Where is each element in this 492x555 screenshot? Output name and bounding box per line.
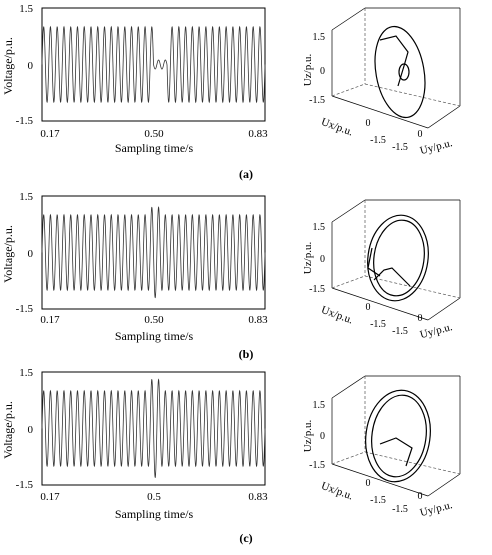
y-tick-label: 0 — [418, 313, 423, 324]
z-tick-label: -1.5 — [309, 284, 325, 295]
z-tick-label: 1.5 — [313, 400, 326, 411]
waveform-chart-c: 1.5 0 -1.5 0.17 0.5 0.83 Sampling time/s… — [1, 367, 268, 521]
y-axis-title: Voltage/p.u. — [1, 225, 15, 283]
y-axis-title: Voltage/p.u. — [1, 37, 15, 95]
z-tick-label: 0 — [320, 66, 325, 77]
z-tick-label: 0 — [320, 431, 325, 442]
waveform-line — [41, 25, 266, 104]
waveform-chart-a: 1.5 0 -1.5 0.17 0.50 0.83 Sampling time/… — [1, 3, 268, 155]
y-tick-label: -1.5 — [16, 303, 34, 315]
y-tick-label: -1.5 — [392, 504, 408, 515]
y-tick-label: -1.5 — [16, 479, 34, 491]
x-tick-label: 0.17 — [40, 128, 60, 140]
x-tick-label: 0.50 — [144, 128, 164, 140]
x-axis-title: Sampling time/s — [115, 141, 194, 155]
panel-label: (a) — [239, 167, 253, 181]
panel-label: (c) — [239, 531, 252, 545]
x-tick-label: 0.50 — [144, 314, 164, 326]
panel-b: 1.5 0 -1.5 0.17 0.50 0.83 Sampling time/… — [1, 191, 461, 361]
trajectory — [365, 389, 431, 483]
x-tick-label: 0.5 — [147, 491, 161, 503]
trajectory — [374, 25, 426, 119]
x-tick-label: 0 — [366, 302, 371, 313]
x-tick-label: -1.5 — [370, 135, 386, 146]
panel-c: 1.5 0 -1.5 0.17 0.5 0.83 Sampling time/s… — [1, 367, 461, 545]
trajectory — [367, 214, 429, 302]
y-tick-label: 0 — [418, 491, 423, 502]
trajectory-3d-a: 1.5 0 -1.5 Uz/p.u. Ux/p.u. 0 -1.5 -1.5 0… — [302, 7, 461, 157]
z-tick-label: 1.5 — [313, 222, 326, 233]
y-axis-title: Uy/p.u. — [419, 499, 454, 519]
waveform-line — [41, 206, 266, 299]
z-tick-label: 0 — [320, 254, 325, 265]
y-tick-label: 0 — [28, 60, 34, 72]
y-tick-label: -1.5 — [16, 115, 34, 127]
z-tick-label: 1.5 — [313, 32, 326, 43]
x-tick-label: 0.17 — [40, 314, 60, 326]
x-tick-label: 0.83 — [248, 128, 268, 140]
trajectory-3d-c: 1.5 0 -1.5 Uz/p.u. Ux/p.u. 0 -1.5 -1.5 0… — [302, 375, 461, 519]
y-tick-label: 1.5 — [19, 3, 33, 15]
y-tick-label: -1.5 — [392, 142, 408, 153]
panel-a: 1.5 0 -1.5 0.17 0.50 0.83 Sampling time/… — [1, 3, 461, 181]
z-axis-title: Uz/p.u. — [302, 242, 314, 275]
z-axis-title: Uz/p.u. — [302, 420, 314, 453]
x-axis-title: Sampling time/s — [115, 329, 194, 343]
x-axis-title: Sampling time/s — [115, 507, 194, 521]
x-tick-label: 0.83 — [248, 491, 268, 503]
x-tick-label: 0.83 — [248, 314, 268, 326]
x-tick-label: 0 — [366, 478, 371, 489]
y-tick-label: 0 — [418, 129, 423, 140]
cube-box — [331, 375, 461, 497]
trajectory-3d-b: 1.5 0 -1.5 Uz/p.u. Ux/p.u. 0 -1.5 -1.5 0… — [302, 199, 461, 341]
y-tick-label: 0 — [28, 248, 34, 260]
x-axis-title: Ux/p.u. — [319, 480, 354, 503]
y-axis-title: Uy/p.u. — [419, 137, 454, 157]
waveform-line — [41, 378, 266, 479]
x-axis-title: Ux/p.u. — [319, 304, 354, 327]
y-axis-title: Voltage/p.u. — [1, 401, 15, 459]
waveform-chart-b: 1.5 0 -1.5 0.17 0.50 0.83 Sampling time/… — [1, 191, 268, 343]
y-tick-label: 1.5 — [19, 191, 33, 203]
x-tick-label: -1.5 — [370, 319, 386, 330]
x-axis-title: Ux/p.u. — [319, 116, 354, 139]
x-tick-label: 0.17 — [40, 491, 60, 503]
cube-box — [331, 199, 461, 321]
z-tick-label: -1.5 — [309, 95, 325, 106]
y-axis-title: Uy/p.u. — [419, 321, 454, 341]
y-tick-label: 1.5 — [19, 367, 33, 379]
cube-box — [331, 7, 461, 129]
y-tick-label: -1.5 — [392, 326, 408, 337]
y-tick-label: 0 — [28, 424, 34, 436]
x-tick-label: -1.5 — [370, 495, 386, 506]
panel-label: (b) — [239, 347, 254, 361]
z-axis-title: Uz/p.u. — [302, 54, 314, 87]
x-tick-label: 0 — [366, 118, 371, 129]
z-tick-label: -1.5 — [309, 460, 325, 471]
